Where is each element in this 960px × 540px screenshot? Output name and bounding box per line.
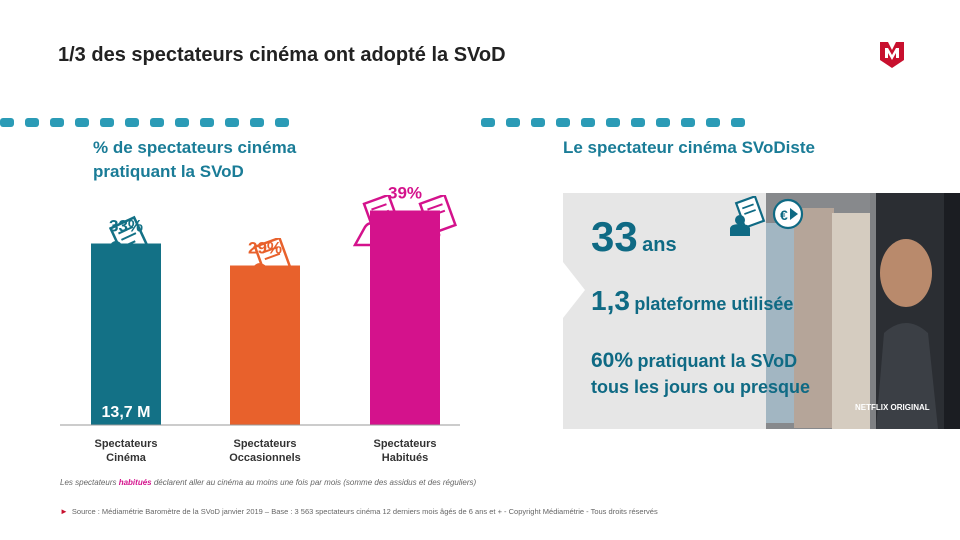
- footnote: Les spectateurs habitués déclarent aller…: [60, 478, 476, 487]
- footnote-rest: déclarent aller au cinéma au moins une f…: [151, 478, 477, 487]
- footnote-highlight: habitués: [118, 478, 152, 487]
- chart-subtitle-line2: pratiquant la SVoD: [93, 162, 244, 181]
- bar-value-label-1: 33%: [109, 217, 143, 236]
- bar-3: [370, 210, 440, 425]
- stat-platforms-value: 1,3: [591, 285, 630, 316]
- source-line: ► Source : Médiamétrie Baromètre de la SV…: [60, 507, 658, 516]
- bar-inner-label: 13,7 M: [102, 404, 151, 421]
- svod-viewer-icon: €: [730, 196, 804, 236]
- bar-2: [230, 265, 300, 425]
- streaming-collage: [766, 193, 960, 429]
- stat-daily-value: 60%: [591, 349, 634, 372]
- arrow-icon: ►: [60, 507, 68, 516]
- chart-subtitle: % de spectateurs cinéma pratiquant la SV…: [93, 136, 296, 184]
- left-divider: [0, 118, 289, 128]
- stat-platforms: 1,3 plateforme utilisée: [591, 285, 793, 317]
- svg-text:€: €: [780, 207, 788, 223]
- stat-platforms-unit: plateforme utilisée: [634, 294, 794, 314]
- category-label-3-line-1: Spectateurs: [374, 438, 437, 450]
- category-label-2-line-2: Occasionnels: [229, 452, 301, 464]
- bar-value-label-3: 39%: [388, 184, 422, 203]
- category-label-1-line-2: Cinéma: [106, 452, 147, 464]
- category-label-1-line-1: Spectateurs: [95, 438, 158, 450]
- page-title: 1/3 des spectateurs cinéma ont adopté la…: [58, 44, 506, 66]
- bar-value-label-2: 29%: [248, 239, 282, 258]
- panel-notch: [563, 262, 585, 318]
- stat-daily-line2: tous les jours ou presque: [591, 377, 811, 397]
- svodiste-panel: [563, 193, 960, 429]
- mediametrie-logo: [880, 42, 904, 68]
- stat-age-value: 33: [591, 213, 638, 260]
- netflix-badge: NETFLIX ORIGINAL: [855, 403, 930, 412]
- svod-bar-chart: 33% Spectateurs Cinéma 29% Spectateurs Occasi…: [60, 184, 460, 464]
- right-divider: [481, 118, 745, 128]
- chart-subtitle-line1: % de spectateurs cinéma: [93, 138, 297, 157]
- stat-age: 33 ans: [591, 213, 677, 261]
- source-text: Source : Médiamétrie Baromètre de la SVo…: [71, 507, 658, 516]
- category-label-2-line-1: Spectateurs: [234, 438, 297, 450]
- stat-daily: 60% pratiquant la SVoD tous les jours ou…: [591, 349, 810, 399]
- category-label-3-line-2: Habitués: [382, 452, 428, 464]
- bar-1: [91, 243, 161, 425]
- stat-age-unit: ans: [642, 234, 677, 256]
- stat-daily-text: pratiquant la SVoD: [637, 351, 798, 371]
- footnote-prefix: Les spectateurs: [60, 478, 119, 487]
- panel-subtitle: Le spectateur cinéma SVoDiste: [563, 138, 815, 157]
